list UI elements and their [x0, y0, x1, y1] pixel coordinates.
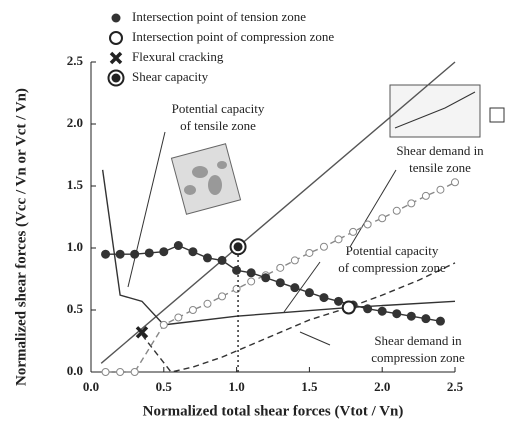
arrows: [128, 132, 396, 345]
point: [203, 253, 212, 262]
legend-symbol: [110, 32, 122, 44]
point: [407, 312, 416, 321]
series-line: [101, 62, 455, 363]
chart: 0.0 0.5 1.0 1.5 2.0 2.5 0.0 0.5 1.0 1.5 2.0 2.5 Norm…: [0, 0, 518, 429]
point: [160, 321, 167, 328]
legend-symbol: [110, 32, 122, 44]
point: [174, 241, 183, 250]
point: [233, 285, 240, 292]
legend-symbol: [111, 53, 121, 63]
point: [436, 317, 445, 326]
point: [378, 307, 387, 316]
inset-beam: [390, 85, 504, 137]
legend-symbol: [112, 14, 121, 23]
x-tick-label: 1.5: [301, 379, 318, 394]
point: [290, 283, 299, 292]
legend-label: Flexural cracking: [132, 49, 224, 64]
x-tick-label: 1.0: [228, 379, 244, 394]
point: [232, 266, 241, 275]
point: [305, 288, 314, 297]
legend-symbol: [112, 74, 121, 83]
annotation: of compression zone: [338, 260, 446, 275]
y-tick-label: 2.5: [67, 53, 84, 68]
point: [379, 215, 386, 222]
point: [188, 247, 197, 256]
y-tick-label: 1.5: [67, 177, 84, 192]
point: [248, 278, 255, 285]
legend-label: Intersection point of tension zone: [132, 9, 306, 24]
point: [320, 243, 327, 250]
x-tick-label: 0.5: [156, 379, 173, 394]
inset-concrete: [171, 144, 240, 215]
point: [421, 314, 430, 323]
point: [175, 314, 182, 321]
legend-item: Flexural cracking: [111, 49, 224, 64]
annotation: Potential capacity: [346, 243, 439, 258]
point: [350, 228, 357, 235]
point: [452, 179, 459, 186]
y-tick-label: 0.5: [67, 301, 84, 316]
point: [392, 309, 401, 318]
y-tick-label: 1.0: [67, 239, 83, 254]
point: [130, 250, 139, 259]
legend-symbol: [109, 71, 124, 86]
x-tick-label: 0.0: [83, 379, 99, 394]
annotation: of tensile zone: [180, 118, 256, 133]
legend-item: Intersection point of compression zone: [110, 29, 334, 44]
target-dot: [234, 242, 243, 251]
legend-symbol: [111, 53, 121, 63]
point: [408, 200, 415, 207]
point: [204, 300, 211, 307]
point: [101, 250, 110, 259]
point: [276, 278, 285, 287]
point: [218, 256, 227, 265]
legend-label: Intersection point of compression zone: [132, 29, 334, 44]
point: [334, 297, 343, 306]
point: [145, 248, 154, 257]
point: [335, 236, 342, 243]
point: [437, 186, 444, 193]
legend-symbol: [112, 14, 121, 23]
annotation: Shear demand in: [374, 333, 462, 348]
point: [159, 247, 168, 256]
x-axis-label: Normalized total shear forces (Vtot / Vn…: [143, 403, 404, 419]
point: [219, 293, 226, 300]
point: [102, 369, 109, 376]
point: [363, 304, 372, 313]
annotation: Shear demand in: [396, 143, 484, 158]
point: [393, 207, 400, 214]
x-tick-label: 2.5: [447, 379, 464, 394]
legend-item: Intersection point of tension zone: [112, 9, 307, 24]
y-tick-label: 2.0: [67, 115, 83, 130]
point: [319, 293, 328, 302]
point: [343, 302, 355, 314]
legend-item: Shear capacity: [109, 69, 209, 86]
y-tick-label: 0.0: [67, 363, 83, 378]
point: [247, 268, 256, 277]
point: [364, 221, 371, 228]
legend-label: Shear capacity: [132, 69, 209, 84]
y-axis-label: Normalized shear forces (Vcc / Vn or Vct…: [13, 88, 29, 386]
annotation: Potential capacity: [172, 101, 265, 116]
annotation: tensile zone: [409, 160, 471, 175]
point: [117, 369, 124, 376]
series-line: [103, 170, 164, 325]
point: [291, 257, 298, 264]
point: [231, 239, 246, 254]
point: [261, 273, 270, 282]
point: [116, 250, 125, 259]
point: [422, 192, 429, 199]
point: [306, 249, 313, 256]
x-tick-label: 2.0: [374, 379, 390, 394]
point: [277, 264, 284, 271]
annotation: compression zone: [371, 350, 465, 365]
point: [189, 307, 196, 314]
point: [131, 369, 138, 376]
